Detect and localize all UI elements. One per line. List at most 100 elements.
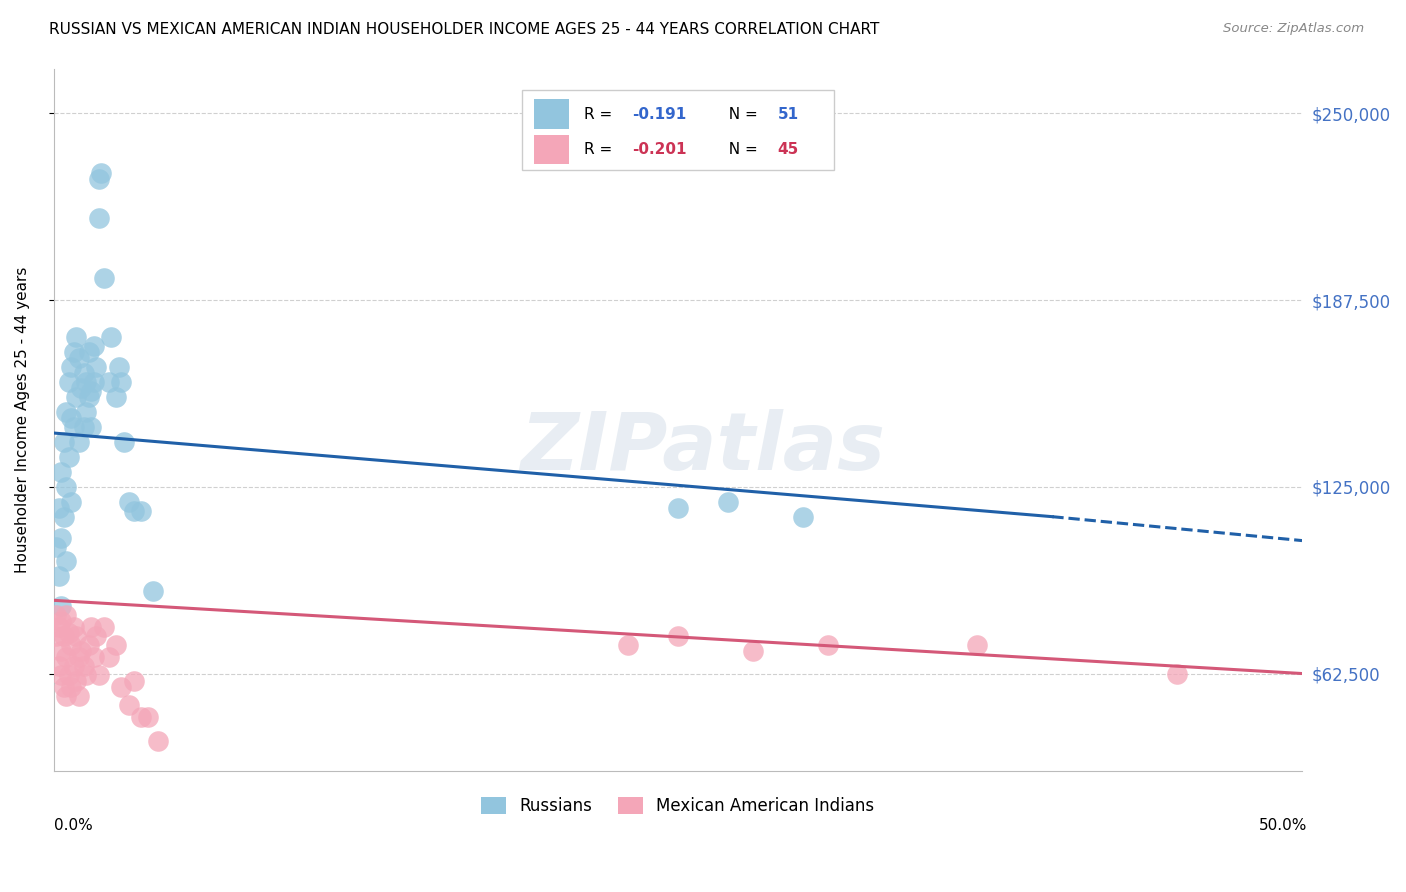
Point bbox=[67, 650, 90, 665]
Point bbox=[105, 638, 128, 652]
Point bbox=[87, 172, 110, 186]
Point bbox=[45, 629, 67, 643]
Point bbox=[58, 668, 80, 682]
Point bbox=[49, 465, 72, 479]
Text: RUSSIAN VS MEXICAN AMERICAN INDIAN HOUSEHOLDER INCOME AGES 25 - 44 YEARS CORRELA: RUSSIAN VS MEXICAN AMERICAN INDIAN HOUSE… bbox=[49, 22, 880, 37]
Point bbox=[60, 638, 83, 652]
Point bbox=[49, 668, 72, 682]
Point bbox=[60, 411, 83, 425]
Point bbox=[105, 390, 128, 404]
Point bbox=[52, 629, 75, 643]
Point bbox=[77, 345, 100, 359]
Point bbox=[97, 376, 120, 390]
Text: ZIPatlas: ZIPatlas bbox=[520, 409, 886, 487]
Point bbox=[77, 390, 100, 404]
Point bbox=[110, 680, 132, 694]
Point bbox=[70, 644, 93, 658]
Point bbox=[97, 650, 120, 665]
Point bbox=[817, 638, 839, 652]
Point bbox=[48, 500, 70, 515]
Text: Source: ZipAtlas.com: Source: ZipAtlas.com bbox=[1223, 22, 1364, 36]
Point bbox=[55, 650, 77, 665]
Point bbox=[48, 569, 70, 583]
Point bbox=[122, 673, 145, 688]
Point bbox=[65, 330, 87, 344]
Point bbox=[55, 554, 77, 568]
Point bbox=[62, 620, 84, 634]
Point bbox=[67, 435, 90, 450]
Point bbox=[55, 405, 77, 419]
Point bbox=[49, 644, 72, 658]
Text: 50.0%: 50.0% bbox=[1258, 819, 1308, 833]
Point bbox=[60, 360, 83, 375]
Point bbox=[75, 405, 97, 419]
Text: R =: R = bbox=[583, 142, 617, 157]
FancyBboxPatch shape bbox=[522, 89, 834, 170]
Text: N =: N = bbox=[718, 107, 762, 121]
Point bbox=[65, 629, 87, 643]
Point bbox=[60, 494, 83, 508]
Text: 51: 51 bbox=[778, 107, 799, 121]
Point bbox=[72, 420, 94, 434]
Point bbox=[93, 270, 115, 285]
Point bbox=[55, 480, 77, 494]
Text: -0.191: -0.191 bbox=[631, 107, 686, 121]
Point bbox=[48, 620, 70, 634]
Point bbox=[80, 620, 103, 634]
Point bbox=[741, 644, 763, 658]
Point bbox=[62, 420, 84, 434]
Point bbox=[87, 211, 110, 225]
Legend: Russians, Mexican American Indians: Russians, Mexican American Indians bbox=[475, 790, 880, 822]
Point bbox=[45, 608, 67, 623]
Point bbox=[77, 638, 100, 652]
Point bbox=[45, 540, 67, 554]
Point bbox=[52, 680, 75, 694]
Point bbox=[58, 626, 80, 640]
Point bbox=[80, 420, 103, 434]
Text: R =: R = bbox=[583, 107, 617, 121]
Point bbox=[72, 366, 94, 380]
Point bbox=[112, 435, 135, 450]
Point bbox=[122, 504, 145, 518]
Point bbox=[65, 390, 87, 404]
Text: 45: 45 bbox=[778, 142, 799, 157]
Point bbox=[110, 376, 132, 390]
FancyBboxPatch shape bbox=[534, 99, 569, 129]
FancyBboxPatch shape bbox=[534, 135, 569, 164]
Point bbox=[75, 668, 97, 682]
Point bbox=[142, 584, 165, 599]
Point bbox=[65, 673, 87, 688]
Point bbox=[67, 351, 90, 366]
Text: -0.201: -0.201 bbox=[631, 142, 686, 157]
Point bbox=[129, 710, 152, 724]
Point bbox=[62, 659, 84, 673]
Point bbox=[93, 620, 115, 634]
Point bbox=[966, 638, 988, 652]
Point bbox=[58, 450, 80, 464]
Point bbox=[117, 698, 139, 712]
Text: 0.0%: 0.0% bbox=[53, 819, 93, 833]
Point bbox=[80, 384, 103, 399]
Point bbox=[84, 360, 107, 375]
Point bbox=[666, 629, 689, 643]
Point bbox=[87, 668, 110, 682]
Point bbox=[83, 376, 105, 390]
Point bbox=[72, 659, 94, 673]
Point bbox=[129, 504, 152, 518]
Point bbox=[55, 689, 77, 703]
Point bbox=[148, 733, 170, 747]
Point bbox=[52, 509, 75, 524]
Point bbox=[75, 376, 97, 390]
Point bbox=[138, 710, 160, 724]
Point bbox=[617, 638, 640, 652]
Point bbox=[49, 614, 72, 628]
Point bbox=[107, 360, 129, 375]
Point bbox=[90, 166, 112, 180]
Point bbox=[83, 650, 105, 665]
Point bbox=[717, 494, 740, 508]
Point bbox=[666, 500, 689, 515]
Point bbox=[49, 531, 72, 545]
Text: N =: N = bbox=[718, 142, 762, 157]
Point bbox=[84, 629, 107, 643]
Point bbox=[1166, 666, 1188, 681]
